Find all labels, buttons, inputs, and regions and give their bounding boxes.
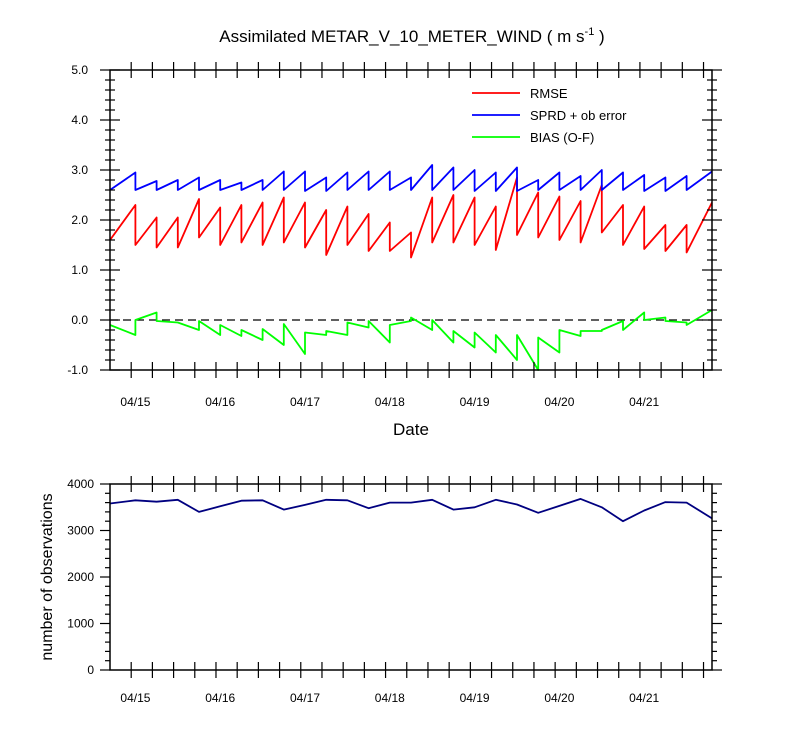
y-tick-label: 0 <box>87 663 94 677</box>
legend-label-bias-o-f: BIAS (O-F) <box>530 130 594 145</box>
y-tick-label: 0.0 <box>71 313 88 327</box>
top-plot-ticks <box>100 62 722 378</box>
y-tick-label: 1000 <box>67 617 94 631</box>
x-tick-label: 04/17 <box>290 691 320 705</box>
x-tick-label: 04/15 <box>120 691 150 705</box>
top-plot-y-tick-labels: -1.0 0.0 1.0 2.0 3.0 4.0 5.0 <box>67 63 88 377</box>
x-tick-label: 04/18 <box>375 395 405 409</box>
bottom-y-axis-label: number of observations <box>39 493 56 660</box>
bottom-plot-x-tick-labels: 04/15 04/16 04/17 04/18 04/19 04/20 04/21 <box>120 691 659 705</box>
bottom-plot-y-tick-labels: 0 1000 2000 3000 4000 <box>67 477 94 677</box>
x-tick-label: 04/16 <box>205 395 235 409</box>
top-plot-series-layer <box>109 164 713 371</box>
top-plot-x-tick-labels: 04/15 04/16 04/17 04/18 04/19 04/20 04/21 <box>120 395 659 409</box>
legend: RMSE SPRD + ob error BIAS (O-F) <box>472 86 627 145</box>
y-tick-label: 4000 <box>67 477 94 491</box>
x-axis-label: Date <box>393 420 429 439</box>
x-tick-label: 04/18 <box>375 691 405 705</box>
chart-title: Assimilated METAR_V_10_METER_WIND ( m s-… <box>219 26 604 46</box>
x-tick-label: 04/21 <box>629 395 659 409</box>
x-tick-label: 04/19 <box>460 691 490 705</box>
legend-label-sprd-ob-error: SPRD + ob error <box>530 108 627 123</box>
y-tick-label: 5.0 <box>71 63 88 77</box>
y-tick-label: 2000 <box>67 570 94 584</box>
x-tick-label: 04/19 <box>460 395 490 409</box>
x-tick-label: 04/21 <box>629 691 659 705</box>
y-tick-label: 3000 <box>67 524 94 538</box>
series-rmse-line <box>109 176 713 259</box>
x-tick-label: 04/16 <box>205 691 235 705</box>
x-tick-label: 04/15 <box>120 395 150 409</box>
x-tick-label: 04/17 <box>290 395 320 409</box>
series-bias-o-f-line <box>109 309 713 371</box>
y-tick-label: 4.0 <box>71 113 88 127</box>
y-tick-label: 2.0 <box>71 213 88 227</box>
bottom-plot-ticks <box>100 476 722 678</box>
observation-count-series-line <box>109 497 713 523</box>
y-tick-label: -1.0 <box>67 363 88 377</box>
y-tick-label: 3.0 <box>71 163 88 177</box>
y-tick-label: 1.0 <box>71 263 88 277</box>
legend-label-rmse: RMSE <box>530 86 568 101</box>
x-tick-label: 04/20 <box>544 395 574 409</box>
x-tick-label: 04/20 <box>544 691 574 705</box>
series-sprd-ob-error-line <box>109 164 713 192</box>
bottom-plot-series-layer <box>109 497 713 523</box>
